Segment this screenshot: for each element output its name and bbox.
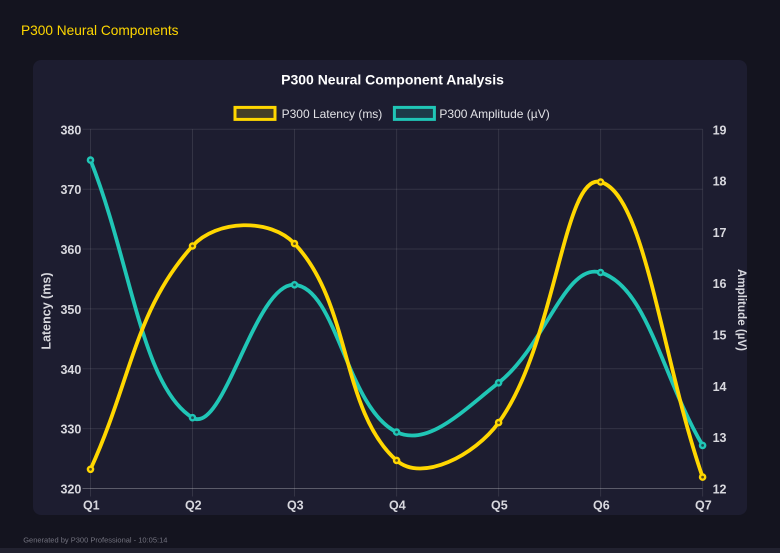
- svg-text:340: 340: [60, 363, 81, 377]
- svg-text:350: 350: [60, 303, 81, 317]
- svg-text:15: 15: [713, 329, 727, 343]
- svg-text:Q7: Q7: [695, 498, 712, 512]
- svg-text:17: 17: [713, 226, 727, 240]
- svg-text:P300 Neural Component Analysis: P300 Neural Component Analysis: [281, 71, 504, 87]
- svg-text:370: 370: [60, 183, 81, 197]
- svg-text:P300 Latency (ms): P300 Latency (ms): [282, 107, 383, 121]
- svg-text:Q1: Q1: [83, 498, 100, 512]
- svg-text:Q4: Q4: [389, 498, 406, 512]
- svg-text:P300 Neural Components: P300 Neural Components: [21, 23, 179, 38]
- svg-text:19: 19: [713, 123, 727, 137]
- svg-text:14: 14: [713, 380, 727, 394]
- svg-text:12: 12: [713, 483, 727, 497]
- svg-text:P300 Amplitude (µV): P300 Amplitude (µV): [439, 107, 549, 121]
- svg-text:Amplitude (µV): Amplitude (µV): [735, 269, 748, 351]
- svg-text:360: 360: [60, 243, 81, 257]
- svg-text:16: 16: [713, 277, 727, 291]
- svg-text:Generated by P300 Professional: Generated by P300 Professional - 10:05:1…: [23, 535, 167, 544]
- svg-text:Q6: Q6: [593, 498, 610, 512]
- svg-text:320: 320: [60, 483, 81, 497]
- svg-text:330: 330: [60, 423, 81, 437]
- svg-text:18: 18: [713, 175, 727, 189]
- svg-text:Q2: Q2: [185, 498, 202, 512]
- svg-text:Q5: Q5: [491, 498, 508, 512]
- svg-text:13: 13: [713, 431, 727, 445]
- svg-text:Q3: Q3: [287, 498, 304, 512]
- svg-text:380: 380: [60, 123, 81, 137]
- svg-text:Latency (ms): Latency (ms): [40, 272, 54, 349]
